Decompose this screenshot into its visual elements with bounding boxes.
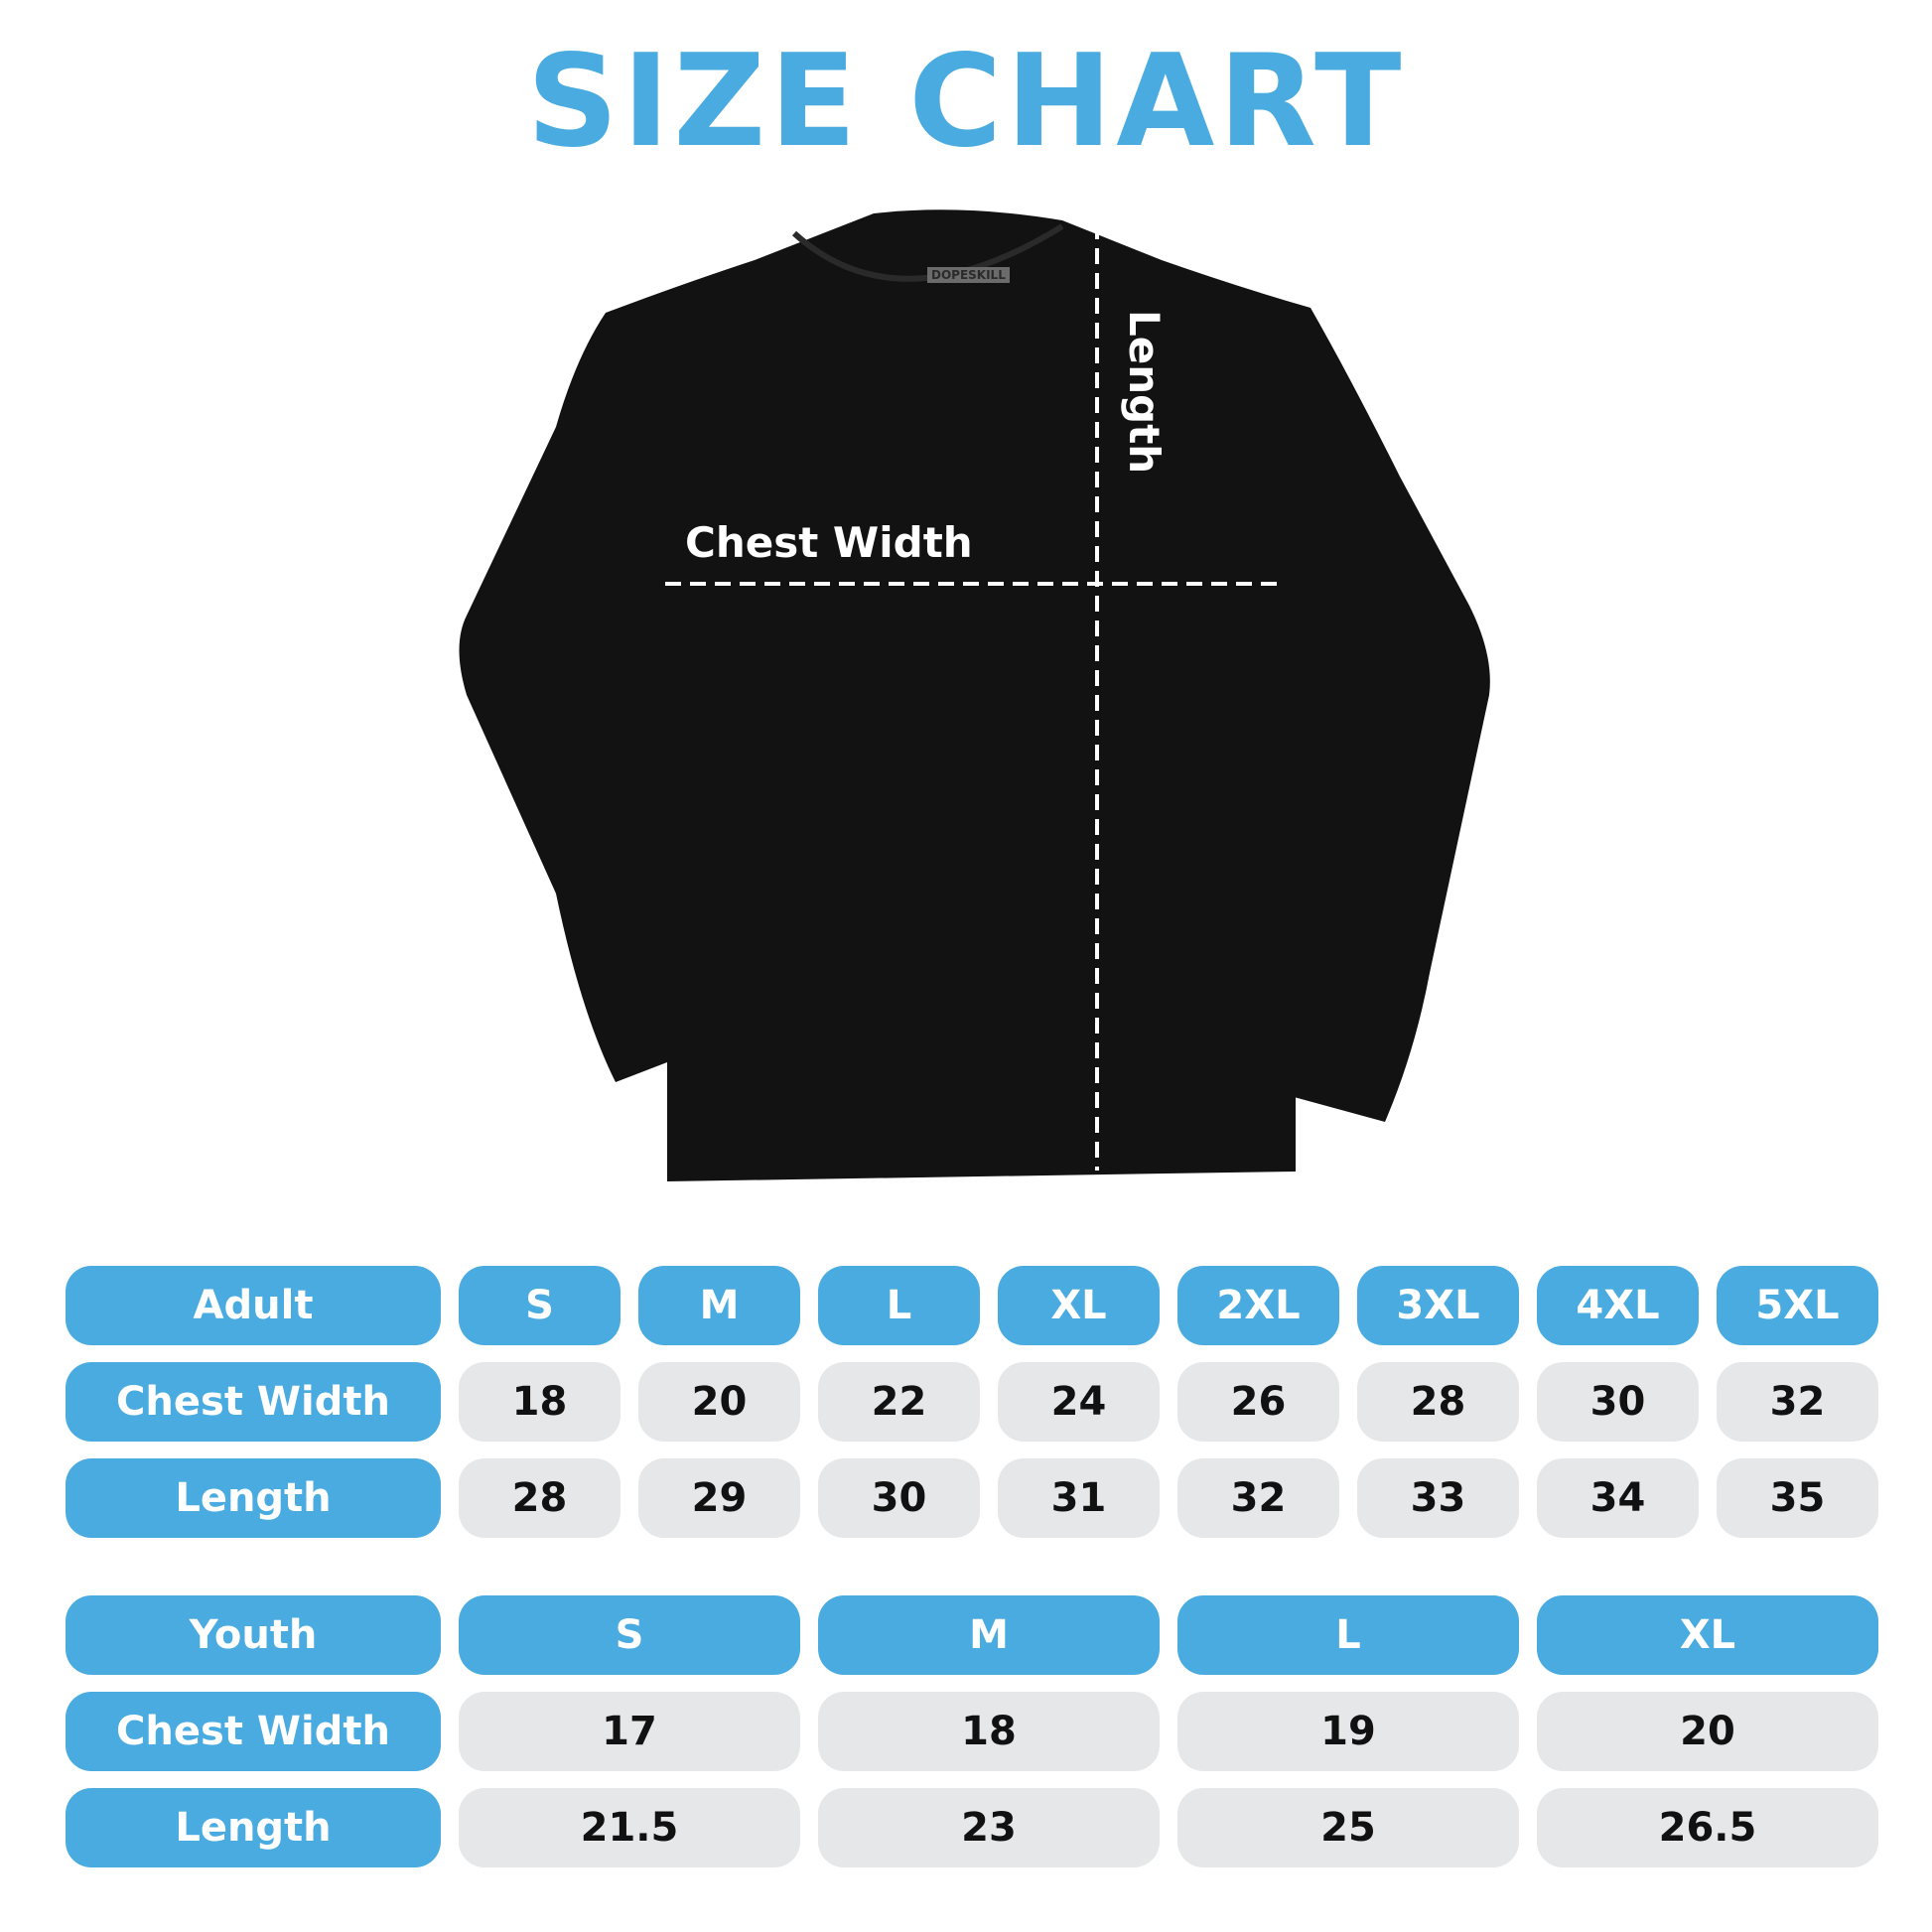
table-cell: 24 bbox=[998, 1362, 1160, 1442]
table-cell: 20 bbox=[638, 1362, 800, 1442]
shirt-shape bbox=[459, 209, 1490, 1182]
table-cell: 30 bbox=[818, 1458, 980, 1538]
table-cell: 20 bbox=[1537, 1692, 1878, 1771]
table-cell: 17 bbox=[459, 1692, 800, 1771]
table-cell: 33 bbox=[1357, 1458, 1519, 1538]
table-cell: 23 bbox=[818, 1788, 1160, 1867]
table-cell: 31 bbox=[998, 1458, 1160, 1538]
table-cell: 18 bbox=[818, 1692, 1160, 1771]
youth-header: Youth bbox=[66, 1595, 441, 1675]
size-header: L bbox=[818, 1266, 980, 1345]
table-cell: 29 bbox=[638, 1458, 800, 1538]
size-header: 2XL bbox=[1177, 1266, 1339, 1345]
table-cell: 34 bbox=[1537, 1458, 1699, 1538]
table-cell: 26 bbox=[1177, 1362, 1339, 1442]
size-header: XL bbox=[998, 1266, 1160, 1345]
chest-width-label: Chest Width bbox=[685, 518, 973, 567]
brand-label: DOPESKILL bbox=[927, 267, 1010, 283]
table-cell: 21.5 bbox=[459, 1788, 800, 1867]
size-header: 3XL bbox=[1357, 1266, 1519, 1345]
row-label: Chest Width bbox=[66, 1692, 441, 1771]
size-header: S bbox=[459, 1595, 800, 1675]
size-header: 5XL bbox=[1717, 1266, 1878, 1345]
size-header: XL bbox=[1537, 1595, 1878, 1675]
page-title: SIZE CHART bbox=[526, 28, 1406, 176]
table-cell: 26.5 bbox=[1537, 1788, 1878, 1867]
row-label: Chest Width bbox=[66, 1362, 441, 1442]
table-cell: 28 bbox=[1357, 1362, 1519, 1442]
table-cell: 22 bbox=[818, 1362, 980, 1442]
table-cell: 30 bbox=[1537, 1362, 1699, 1442]
size-header: M bbox=[638, 1266, 800, 1345]
row-label: Length bbox=[66, 1788, 441, 1867]
row-label: Length bbox=[66, 1458, 441, 1538]
table-cell: 32 bbox=[1177, 1458, 1339, 1538]
table-cell: 19 bbox=[1177, 1692, 1519, 1771]
table-cell: 28 bbox=[459, 1458, 621, 1538]
size-header: 4XL bbox=[1537, 1266, 1699, 1345]
adult-header: Adult bbox=[66, 1266, 441, 1345]
size-header: S bbox=[459, 1266, 621, 1345]
table-cell: 35 bbox=[1717, 1458, 1878, 1538]
length-label: Length bbox=[1120, 310, 1169, 475]
size-header: L bbox=[1177, 1595, 1519, 1675]
table-cell: 32 bbox=[1717, 1362, 1878, 1442]
table-cell: 18 bbox=[459, 1362, 621, 1442]
table-cell: 25 bbox=[1177, 1788, 1519, 1867]
size-header: M bbox=[818, 1595, 1160, 1675]
